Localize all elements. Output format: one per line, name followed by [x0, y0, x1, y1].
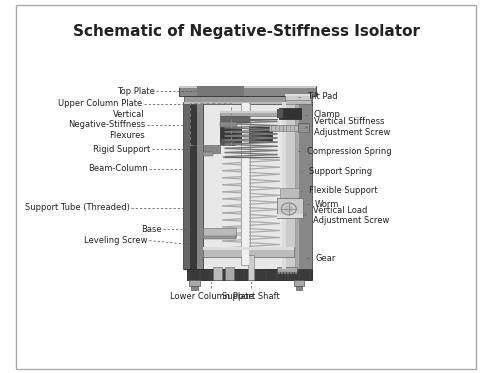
Bar [197, 86, 244, 96]
Bar [298, 123, 308, 132]
Bar [203, 145, 220, 153]
Text: Support Tube (Threaded): Support Tube (Threaded) [25, 203, 130, 212]
Bar [179, 86, 316, 88]
Bar [294, 102, 299, 269]
Text: Worm: Worm [315, 200, 339, 209]
Text: Clamp: Clamp [314, 110, 341, 119]
Bar [277, 214, 303, 218]
Text: Vertical
Negative-Stiffness
Flexures: Vertical Negative-Stiffness Flexures [68, 110, 145, 140]
Bar [225, 267, 234, 280]
Bar [281, 188, 299, 198]
Text: Rigid Support: Rigid Support [93, 145, 150, 154]
Bar [203, 236, 236, 239]
Text: Vertical Load
Adjustment Screw: Vertical Load Adjustment Screw [313, 206, 389, 225]
Bar [220, 116, 249, 122]
Bar [285, 100, 311, 104]
Bar [189, 280, 200, 286]
Bar [290, 272, 292, 274]
Bar [280, 108, 301, 119]
Text: Beam-Column: Beam-Column [88, 164, 147, 173]
Bar [269, 125, 300, 131]
Bar [281, 102, 286, 269]
Bar [284, 272, 286, 274]
Bar [248, 255, 254, 280]
Bar [242, 103, 249, 265]
Bar [190, 103, 231, 145]
Bar [296, 286, 302, 290]
Bar [203, 152, 214, 156]
Bar [287, 272, 289, 274]
Text: Upper Column Plate: Upper Column Plate [57, 99, 142, 108]
Bar [184, 102, 203, 269]
Text: Top Plate: Top Plate [117, 87, 154, 96]
Bar [278, 109, 283, 118]
Bar [285, 94, 311, 96]
Text: Schematic of Negative-Stiffness Isolator: Schematic of Negative-Stiffness Isolator [73, 24, 420, 39]
Bar [184, 102, 190, 269]
Bar [183, 102, 201, 269]
Text: Gear: Gear [315, 254, 335, 263]
Bar [203, 247, 294, 250]
Text: Compression Spring: Compression Spring [307, 147, 391, 156]
Text: Flexible Support: Flexible Support [309, 186, 378, 195]
Text: Vertical Stiffness
Adjustment Screw: Vertical Stiffness Adjustment Screw [314, 117, 390, 137]
Bar [203, 102, 294, 269]
Circle shape [285, 206, 293, 212]
Text: Support Shaft: Support Shaft [222, 292, 280, 301]
Bar [293, 272, 295, 274]
Bar [295, 272, 297, 274]
Text: Leveling Screw: Leveling Screw [84, 236, 147, 245]
Bar [277, 198, 303, 218]
Bar [281, 102, 295, 269]
Bar [220, 111, 300, 113]
Text: Tilt Pad: Tilt Pad [307, 93, 337, 101]
Bar [294, 102, 312, 269]
Bar [203, 247, 294, 257]
Bar [220, 127, 272, 142]
Bar [220, 122, 237, 127]
Bar [281, 272, 283, 274]
Text: Lower Column Plate: Lower Column Plate [170, 292, 254, 301]
Bar [191, 286, 198, 290]
Bar [278, 267, 297, 272]
Bar [214, 267, 222, 280]
Text: Support Spring: Support Spring [309, 167, 372, 176]
Bar [198, 102, 201, 269]
Bar [279, 272, 281, 274]
Bar [241, 103, 250, 265]
Bar [184, 96, 312, 104]
Bar [294, 280, 304, 286]
Bar [187, 269, 312, 280]
Bar [184, 102, 312, 104]
Bar [203, 228, 236, 237]
Bar [197, 102, 203, 269]
Bar [179, 86, 316, 96]
Text: Base: Base [141, 225, 161, 234]
Bar [285, 95, 311, 101]
Bar [220, 112, 300, 116]
Bar [220, 138, 235, 145]
